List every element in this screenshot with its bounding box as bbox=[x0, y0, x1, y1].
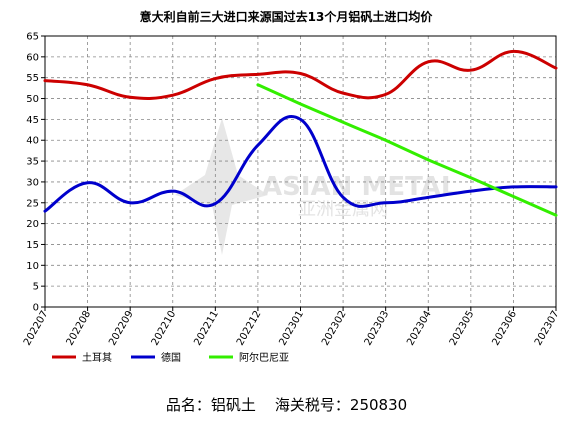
x-tick-label: 202302 bbox=[320, 309, 349, 348]
x-tick-label: 202210 bbox=[150, 309, 179, 348]
y-tick-label: 55 bbox=[26, 73, 39, 84]
x-tick-labels: 202207 202208 202209 202210 202211 202212 2023… bbox=[22, 309, 562, 348]
series-line-3 bbox=[256, 83, 558, 217]
x-tick-label: 202211 bbox=[192, 309, 221, 348]
legend: 土耳其 德国 阿尔巴尼亚 bbox=[52, 351, 289, 364]
footer-customs-label: 海关税号：250830 bbox=[274, 396, 408, 414]
y-tick-label: 0 bbox=[33, 303, 39, 314]
chart-title: 意大利自前三大进口来源国过去13个月铝矾土进口均价 bbox=[140, 9, 434, 24]
y-tick-label: 15 bbox=[26, 240, 39, 251]
watermark-subtext: 亚洲金属网 bbox=[298, 199, 388, 220]
y-tick-label: 50 bbox=[26, 94, 39, 105]
x-tick-label: 202304 bbox=[405, 309, 434, 348]
legend-label: 阿尔巴尼亚 bbox=[239, 351, 289, 364]
y-tick-label: 20 bbox=[26, 219, 39, 230]
x-tick-label: 202208 bbox=[65, 309, 94, 348]
y-tick-label: 65 bbox=[26, 32, 39, 43]
y-tick-label: 60 bbox=[26, 52, 39, 63]
y-tick-label: 35 bbox=[26, 157, 39, 168]
series-line-2 bbox=[43, 115, 558, 213]
x-tick-label: 202209 bbox=[107, 309, 136, 348]
x-tick-label: 202305 bbox=[448, 309, 477, 348]
y-tick-label: 45 bbox=[26, 115, 39, 126]
footer: 品名：铝矾土 海关税号：250830 bbox=[0, 394, 573, 415]
watermark: ASIAN METAL 亚洲金属网 bbox=[175, 118, 458, 255]
chart: 意大利自前三大进口来源国过去13个月铝矾土进口均价 ASIAN METAL 亚洲… bbox=[22, 9, 562, 364]
footer-product-label: 品名：铝矾土 bbox=[165, 396, 256, 414]
legend-label: 德国 bbox=[161, 351, 181, 364]
y-tick-label: 25 bbox=[26, 198, 39, 209]
y-tick-label: 5 bbox=[33, 282, 39, 293]
x-tick-label: 202207 bbox=[22, 309, 51, 348]
x-tick-label: 202301 bbox=[277, 309, 306, 348]
watermark-logo-icon bbox=[175, 118, 268, 255]
y-tick-label: 10 bbox=[26, 261, 39, 272]
y-tick-label: 30 bbox=[26, 177, 39, 188]
y-tick-labels: 0 5 10 15 20 25 30 35 40 45 50 55 60 65 bbox=[26, 32, 39, 314]
series-lines bbox=[43, 49, 558, 217]
axes bbox=[41, 35, 557, 311]
plot-frame bbox=[44, 35, 557, 308]
y-tick-label: 40 bbox=[26, 136, 39, 147]
x-tick-label: 202303 bbox=[363, 309, 392, 348]
x-tick-label: 202307 bbox=[533, 309, 562, 348]
legend-label: 土耳其 bbox=[82, 351, 112, 364]
series-line-1 bbox=[43, 49, 558, 101]
x-tick-label: 202306 bbox=[490, 309, 519, 348]
x-tick-label: 202212 bbox=[235, 309, 264, 348]
